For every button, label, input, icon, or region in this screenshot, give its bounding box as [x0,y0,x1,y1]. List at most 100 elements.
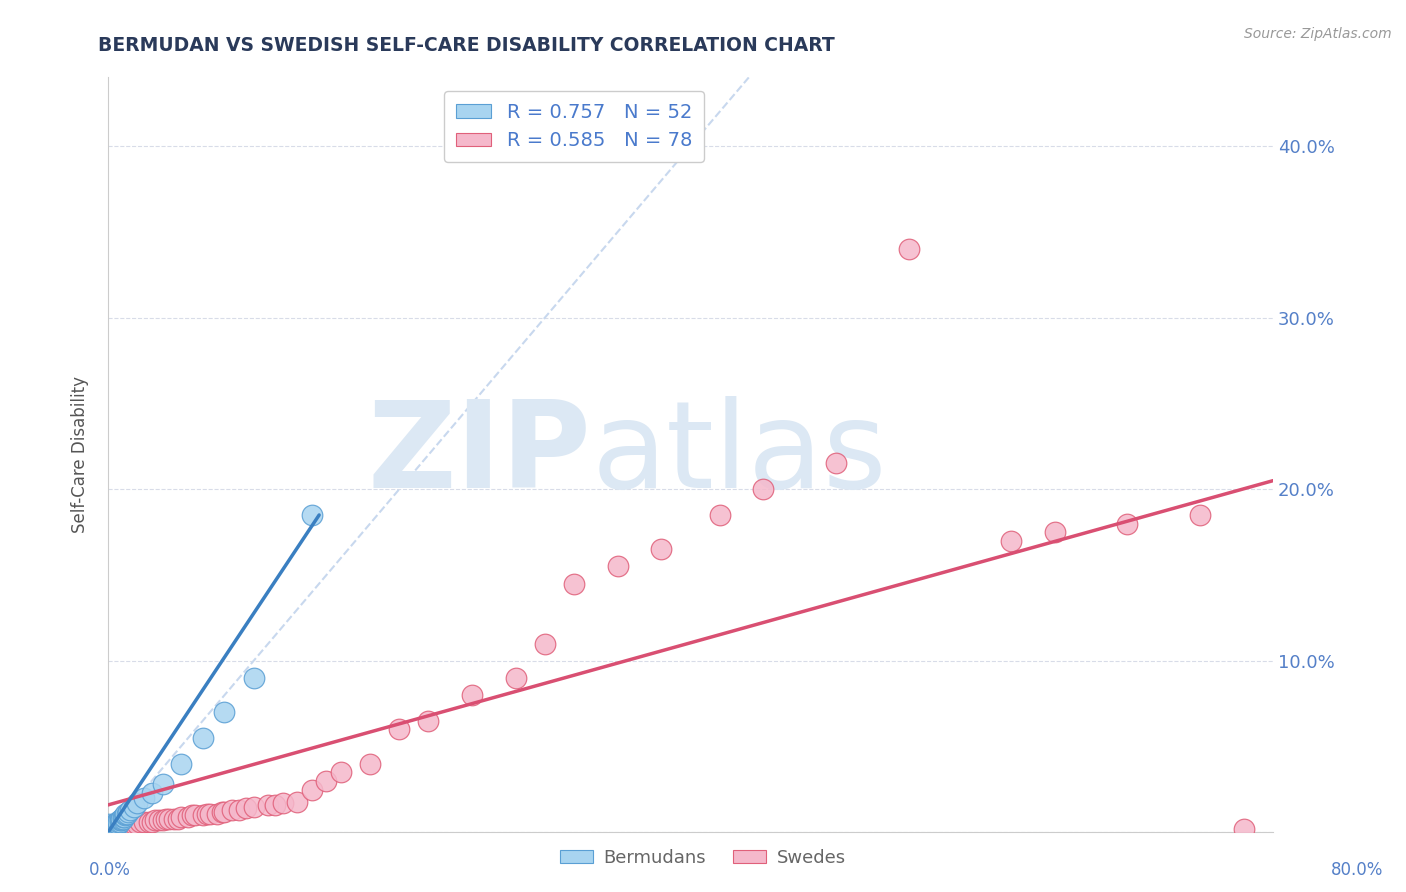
Point [1000,533,1022,548]
Point [104,818,127,832]
Point [98,818,121,832]
Point [134,791,156,805]
Point [98,820,121,834]
Point [108,814,131,828]
Point [129,815,152,830]
Point [114,818,136,832]
Point [98,823,121,838]
Point [122,817,145,831]
Point [825,457,848,471]
Point [141,815,163,830]
Point [100,818,122,832]
Point [152,777,174,791]
Point [505,671,527,685]
Point [108,815,131,830]
Point [105,818,128,832]
Point [98,818,121,832]
Point [562,576,585,591]
Point [257,797,280,812]
Point [110,814,132,828]
Legend: R = 0.757   N = 52, R = 0.585   N = 78: R = 0.757 N = 52, R = 0.585 N = 78 [444,91,703,162]
Point [104,822,127,836]
Point [117,817,139,831]
Point [148,814,170,828]
Point [101,820,124,834]
Point [228,803,250,817]
Point [134,815,156,830]
Point [110,820,132,834]
Point [111,812,134,826]
Point [534,637,557,651]
Point [214,805,236,819]
Point [115,818,138,832]
Point [110,812,132,826]
Point [606,559,628,574]
Point [191,731,214,745]
Point [418,714,440,728]
Point [104,817,127,831]
Point [709,508,731,522]
Point [107,817,129,831]
Point [242,671,264,685]
Point [107,818,129,832]
Point [211,805,233,819]
Text: 80.0%: 80.0% [1330,861,1384,879]
Point [103,822,125,836]
Point [101,822,124,836]
Point [118,803,141,817]
Point [198,806,221,821]
Point [100,820,122,834]
Point [155,812,177,826]
Point [107,815,129,830]
Point [100,822,122,836]
Point [105,822,128,836]
Point [108,818,131,832]
Point [301,782,323,797]
Point [98,817,121,831]
Point [752,482,775,496]
Point [235,801,257,815]
Text: ZIP: ZIP [368,396,592,514]
Point [101,820,124,834]
Point [117,805,139,819]
Point [98,822,121,836]
Point [104,820,127,834]
Point [98,822,121,836]
Point [650,542,672,557]
Point [359,756,381,771]
Point [221,803,243,817]
Point [143,814,166,828]
Point [162,812,184,826]
Point [242,799,264,814]
Point [177,810,200,824]
Point [120,817,142,831]
Point [104,820,127,834]
Point [152,814,174,828]
Point [100,818,122,832]
Point [157,812,180,826]
Point [100,822,122,836]
Point [127,817,149,831]
Point [103,817,125,831]
Point [112,810,135,824]
Point [271,796,294,810]
Point [141,786,163,800]
Point [105,817,128,831]
Point [115,806,138,821]
Point [100,823,122,838]
Point [1043,525,1066,540]
Point [170,756,193,771]
Point [184,808,207,822]
Point [111,810,134,824]
Point [127,796,149,810]
Point [118,817,141,831]
Point [330,765,353,780]
Point [264,797,287,812]
Point [167,812,190,826]
Point [301,508,323,522]
Point [138,815,160,830]
Point [170,810,193,824]
Point [98,823,121,838]
Point [114,806,136,821]
Text: Source: ZipAtlas.com: Source: ZipAtlas.com [1244,27,1392,41]
